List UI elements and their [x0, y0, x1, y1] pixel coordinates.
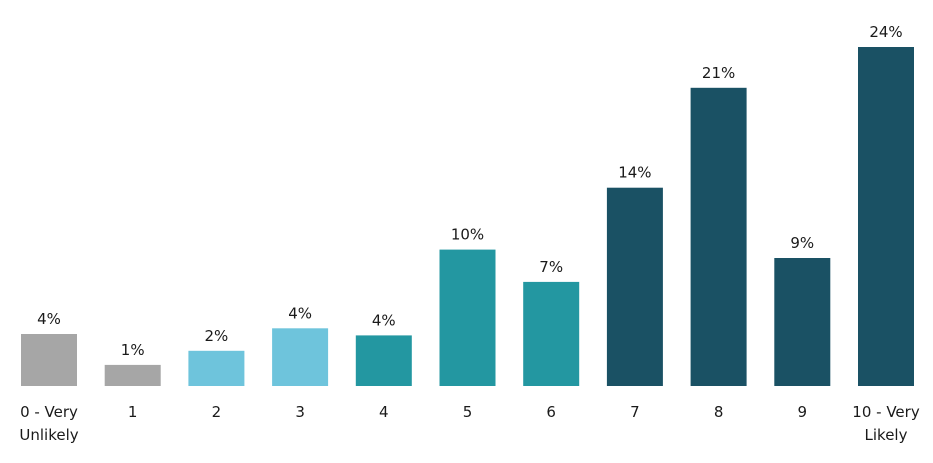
data-label-6: 7%: [539, 258, 563, 276]
bar-0: [21, 334, 77, 386]
x-tick-label-5: 5: [463, 403, 473, 421]
x-tick-label-7: 7: [630, 403, 640, 421]
value-labels-layer: 4% 1% 2% 4% 4% 10% 7% 14% 21% 9% 24%: [37, 23, 903, 359]
x-tick-label-9-line-0: 9: [798, 403, 808, 421]
x-tick-label-0-line-1: Unlikely: [19, 426, 78, 444]
bar-4: [355, 335, 412, 386]
tick-labels-layer: 0 - Very Unlikely 1 2 3 4 5 6 7 8 9 10 - Very Likely: [19, 403, 919, 444]
x-tick-label-5-line-0: 5: [463, 403, 473, 421]
bar-1: [104, 364, 161, 386]
x-tick-label-8-line-0: 8: [714, 403, 724, 421]
bar-10: [858, 47, 914, 386]
x-tick-label-6: 6: [546, 403, 556, 421]
x-tick-label-3: 3: [295, 403, 305, 421]
x-tick-label-2-line-0: 2: [212, 403, 222, 421]
bar-6: [523, 281, 580, 386]
data-label-0: 4%: [37, 310, 61, 328]
x-tick-label-2: 2: [212, 403, 222, 421]
x-tick-label-10: 10 - Very Likely: [852, 403, 920, 444]
data-label-7: 14%: [618, 164, 651, 182]
x-tick-label-4-line-0: 4: [379, 403, 389, 421]
x-tick-label-10-line-0: 10 - Very: [852, 403, 920, 421]
data-label-8: 21%: [702, 64, 735, 82]
x-tick-label-6-line-0: 6: [546, 403, 556, 421]
data-label-5: 10%: [451, 226, 484, 244]
data-label-2: 2%: [205, 327, 229, 345]
x-tick-label-8: 8: [714, 403, 724, 421]
x-tick-label-3-line-0: 3: [295, 403, 305, 421]
x-tick-label-10-line-1: Likely: [865, 426, 908, 444]
x-tick-label-1: 1: [128, 403, 138, 421]
bars-layer: [21, 47, 914, 387]
bar-9: [774, 258, 831, 386]
x-tick-label-4: 4: [379, 403, 389, 421]
x-tick-label-7-line-0: 7: [630, 403, 640, 421]
x-tick-label-0-line-0: 0 - Very: [20, 403, 78, 421]
bar-8: [690, 87, 747, 387]
bar-7: [606, 187, 663, 386]
bar-5: [439, 249, 496, 386]
x-tick-label-9: 9: [798, 403, 808, 421]
data-label-10: 24%: [869, 23, 902, 41]
data-label-1: 1%: [121, 341, 145, 359]
x-tick-label-1-line-0: 1: [128, 403, 138, 421]
data-label-3: 4%: [288, 304, 312, 322]
bar-3: [272, 328, 329, 386]
bar-2: [188, 350, 245, 386]
data-label-4: 4%: [372, 311, 396, 329]
data-label-9: 9%: [790, 234, 814, 252]
x-tick-label-0: 0 - Very Unlikely: [19, 403, 78, 444]
